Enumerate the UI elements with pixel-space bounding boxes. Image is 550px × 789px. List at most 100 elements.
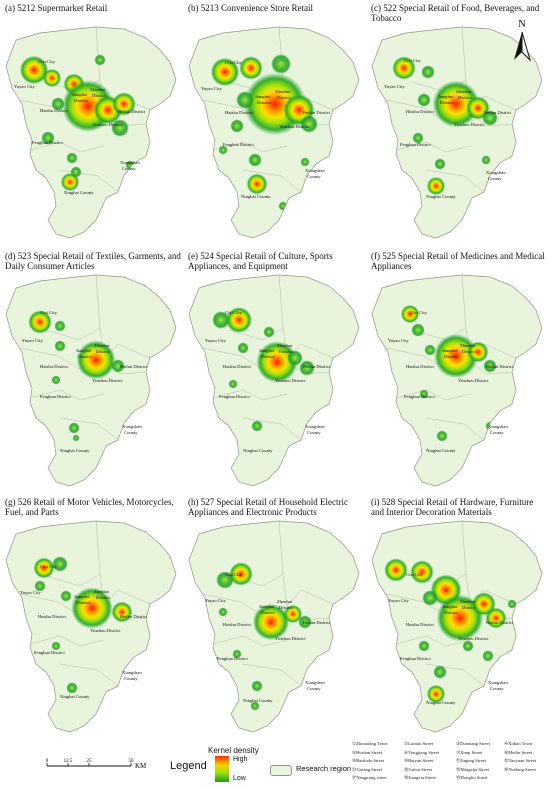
place-label-county: County [490,686,504,691]
density-hotspot [60,590,72,602]
district-boundary [395,141,471,153]
place-label-jiangbei: Jiangbei [259,604,275,609]
place-label-fenghua: Fenghua District [223,142,254,147]
density-layer-c [392,56,498,196]
street-item: ①Zhouxiang Town [352,741,388,746]
density-hotspot [237,342,249,354]
place-label-yuyao: Yuyao City [201,86,223,91]
density-hotspot [299,360,315,376]
map-panel-a: Cixi City Yuyao City Jiangbei Zhenhai Distri… [0,0,183,248]
density-hotspot [271,54,291,74]
density-hotspot [417,93,431,107]
street-item: ⑮Mingzhu Street [456,766,490,772]
density-layer-d [28,310,125,442]
place-label-district: District [444,354,459,359]
place-label-fenghua: Fenghua District [217,656,248,661]
place-label-jiangbei: Jiangbei [438,94,454,99]
street-item: ⑲Dongliu Street [456,775,488,781]
place-label-ninghai: Ninghai County [426,700,456,705]
density-hotspot [51,375,61,385]
research-region-label: Research region [296,764,352,773]
street-item: ⑥Yongjiang Street [404,749,439,755]
kernel-density-low-label: Low [233,775,246,782]
density-hotspot [419,389,429,399]
place-label-beilun: Beilun District [118,109,146,114]
place-label-jiangbei: Jiangbei [72,92,88,97]
place-label-beilun: Beilun District [303,620,331,625]
panel-title-h: (h) 527 Special Retail of Household Elec… [188,497,348,517]
place-label-beilun: Beilun District [484,110,512,115]
street-item: ⑤Hushan Street [352,749,383,755]
kernel-density-high-label: High [233,756,248,763]
place-label-fenghua: Fenghua District [400,142,431,147]
street-item: ⑱Jiangxia Street [404,775,436,781]
density-hotspot [411,323,425,337]
place-label-ninghai: Ninghai County [243,448,273,453]
place-label-haishu: Haishu District [225,110,254,115]
street-item: ⑧Meilin Street [504,749,533,755]
density-layer-g [33,556,133,694]
density-hotspot [432,80,480,128]
density-hotspot [252,603,290,641]
density-hotspot [239,56,263,80]
district-boundary [29,389,105,401]
place-label-district: District [458,95,473,100]
density-hotspot [248,153,262,167]
place-label-yinzhou: Yinzhou District [458,378,489,383]
place-label-beilun: Beilun District [303,364,331,369]
density-hotspot [70,166,82,178]
research-region-f [371,274,543,487]
place-label-yuyao: Yuyao City [14,84,36,89]
district-boundary [425,169,485,193]
place-label-ninghai: Ninghai County [60,694,90,699]
map-panel-c: Cixi City Yuyao City Jiangbei Zhenhai Distri… [366,0,549,248]
density-hotspot [482,110,498,126]
district-boundary [45,327,101,341]
density-hotspot [433,665,447,679]
density-layer-f [400,304,497,442]
place-label-zhenhai: Zhenhai [277,343,293,348]
place-label-cixi: Cixi City [38,59,56,64]
place-label-yuyao: Yuyao City [205,338,227,343]
place-label-district: District [74,98,89,103]
place-label-yuyao: Yuyao City [384,84,406,89]
place-label-ninghai: Ninghai County [426,448,456,453]
density-hotspot [111,359,125,373]
density-layer-b [210,54,318,211]
place-label-county: County [124,430,138,435]
density-layer-e [212,307,315,432]
density-hotspot [436,430,448,442]
density-hotspot [433,333,479,379]
panel-title-g: (g) 526 Retail of Motor Vehicles, Motorc… [5,497,174,517]
district-boundary [395,389,471,401]
panel-title-i: (i) 528 Special Retail of Hardware, Furn… [371,497,534,517]
research-region-swatch [270,765,292,776]
place-label-county: County [488,176,502,181]
street-item: ⑪Jinping Street [456,758,486,764]
density-hotspot [485,607,507,629]
map-panel-f: Cixi City Yuyao City Jiangbei Zhenhai Distri… [366,248,549,496]
place-label-ninghai: Ninghai County [64,190,94,195]
density-hotspot [66,682,78,694]
place-label-zhenhai: Zhenhai [94,589,110,594]
place-label-haishu: Haishu District [406,622,435,627]
density-hotspot [54,340,66,352]
place-label-xiangshan: Xiangshan [488,424,508,429]
density-hotspot [226,307,252,333]
density-hotspot [287,350,303,366]
place-label-yinzhou: Yinzhou District [92,378,123,383]
place-label-cixi: Cixi City [410,310,428,315]
density-hotspot [278,201,288,211]
place-label-district: District [462,349,477,354]
district-boundary [59,417,119,441]
place-label-county: County [490,430,504,435]
panel-title-c: (c) 522 Special Retail of Food, Beverage… [371,3,540,23]
place-label-haishu: Haishu District [40,108,69,113]
density-hotspot [52,556,68,572]
street-item: ⑫Taoyuan Street [504,758,537,764]
place-label-haishu: Haishu District [406,109,435,114]
place-label-yinzhou: Yinzhou District [279,124,310,129]
